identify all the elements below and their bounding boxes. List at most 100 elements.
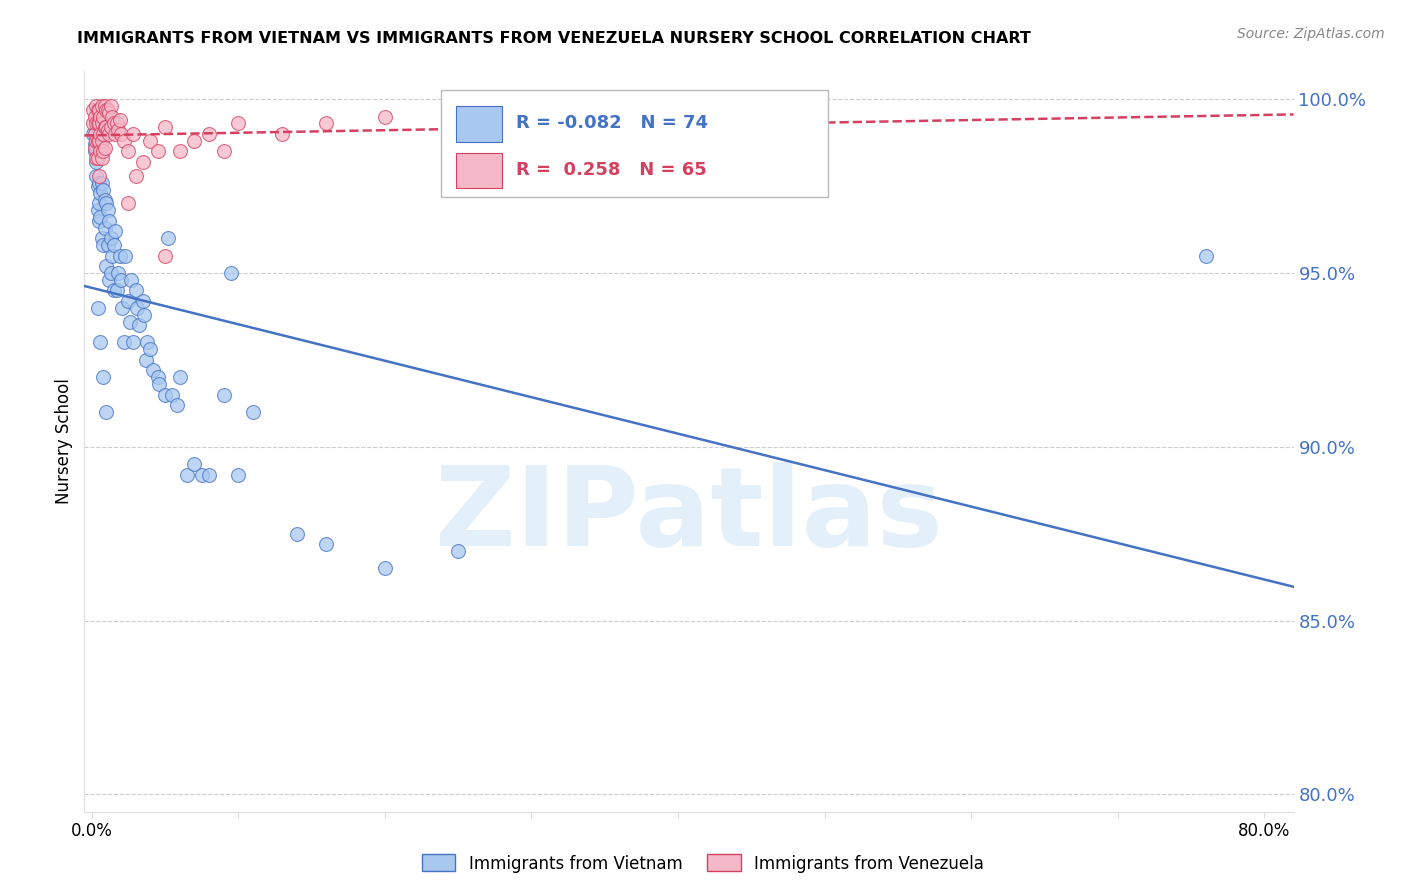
Point: [108, 113, 131, 128]
Point: [94, 141, 117, 155]
Point: [108, 249, 131, 263]
Point: [271, 127, 294, 141]
FancyBboxPatch shape: [456, 106, 502, 142]
Point: [104, 127, 127, 141]
Point: [93, 110, 115, 124]
Point: [134, 308, 156, 322]
Point: [83, 110, 105, 124]
Point: [94, 120, 117, 134]
Point: [89, 211, 111, 225]
Point: [84, 116, 107, 130]
Point: [96, 196, 118, 211]
Point: [94, 99, 117, 113]
Point: [242, 405, 264, 419]
Point: [105, 116, 128, 130]
Point: [96, 405, 118, 419]
Point: [156, 231, 179, 245]
Point: [86, 203, 108, 218]
Point: [146, 145, 169, 159]
Point: [132, 293, 155, 308]
Point: [86, 134, 108, 148]
Point: [91, 231, 114, 245]
Point: [226, 467, 249, 482]
Point: [89, 127, 111, 141]
Point: [117, 196, 139, 211]
Point: [520, 116, 543, 130]
Point: [97, 123, 120, 137]
Point: [135, 352, 157, 367]
Point: [93, 145, 115, 159]
Point: [219, 266, 242, 280]
Point: [86, 103, 108, 117]
Point: [148, 377, 170, 392]
Point: [100, 99, 122, 113]
Point: [97, 103, 120, 117]
Point: [169, 145, 191, 159]
Point: [107, 123, 129, 137]
Point: [153, 120, 176, 134]
Point: [86, 301, 108, 315]
Point: [1194, 249, 1216, 263]
Point: [153, 387, 176, 401]
Point: [183, 457, 205, 471]
Point: [374, 110, 396, 124]
Point: [87, 196, 110, 211]
FancyBboxPatch shape: [441, 90, 828, 197]
Point: [104, 224, 127, 238]
Point: [101, 110, 124, 124]
Point: [101, 249, 124, 263]
Point: [89, 186, 111, 200]
Point: [139, 134, 162, 148]
Point: [132, 154, 155, 169]
Point: [96, 120, 118, 134]
Point: [198, 127, 221, 141]
Text: R =  0.258   N = 65: R = 0.258 N = 65: [516, 161, 707, 178]
Point: [107, 266, 129, 280]
Point: [87, 116, 110, 130]
Point: [121, 127, 143, 141]
Point: [447, 544, 470, 558]
Point: [166, 398, 188, 412]
Point: [447, 99, 470, 113]
Point: [315, 116, 337, 130]
Point: [84, 154, 107, 169]
Point: [112, 335, 135, 350]
Point: [86, 116, 108, 130]
Point: [112, 134, 135, 148]
Point: [91, 151, 114, 165]
Point: [93, 370, 115, 384]
Point: [82, 116, 104, 130]
Point: [86, 179, 108, 194]
Point: [93, 238, 115, 252]
Point: [87, 176, 110, 190]
Point: [93, 127, 115, 141]
Point: [146, 370, 169, 384]
Point: [87, 134, 110, 148]
Text: IMMIGRANTS FROM VIETNAM VS IMMIGRANTS FROM VENEZUELA NURSERY SCHOOL CORRELATION : IMMIGRANTS FROM VIETNAM VS IMMIGRANTS FR…: [77, 31, 1031, 46]
Point: [153, 249, 176, 263]
Point: [103, 238, 125, 252]
Point: [84, 99, 107, 113]
Point: [83, 127, 105, 141]
Point: [84, 134, 107, 148]
Point: [103, 116, 125, 130]
Legend: Immigrants from Vietnam, Immigrants from Venezuela: Immigrants from Vietnam, Immigrants from…: [415, 847, 991, 880]
Point: [183, 134, 205, 148]
Point: [94, 193, 117, 207]
Point: [83, 141, 105, 155]
Point: [114, 249, 136, 263]
Y-axis label: Nursery School: Nursery School: [55, 378, 73, 505]
Point: [87, 103, 110, 117]
Point: [198, 467, 221, 482]
Point: [162, 387, 184, 401]
Point: [111, 301, 134, 315]
Point: [212, 145, 235, 159]
Point: [121, 335, 143, 350]
Point: [120, 273, 142, 287]
Point: [87, 214, 110, 228]
Point: [117, 145, 139, 159]
Point: [100, 120, 122, 134]
Point: [127, 301, 149, 315]
Text: ZIPatlas: ZIPatlas: [434, 462, 943, 569]
Point: [91, 116, 114, 130]
